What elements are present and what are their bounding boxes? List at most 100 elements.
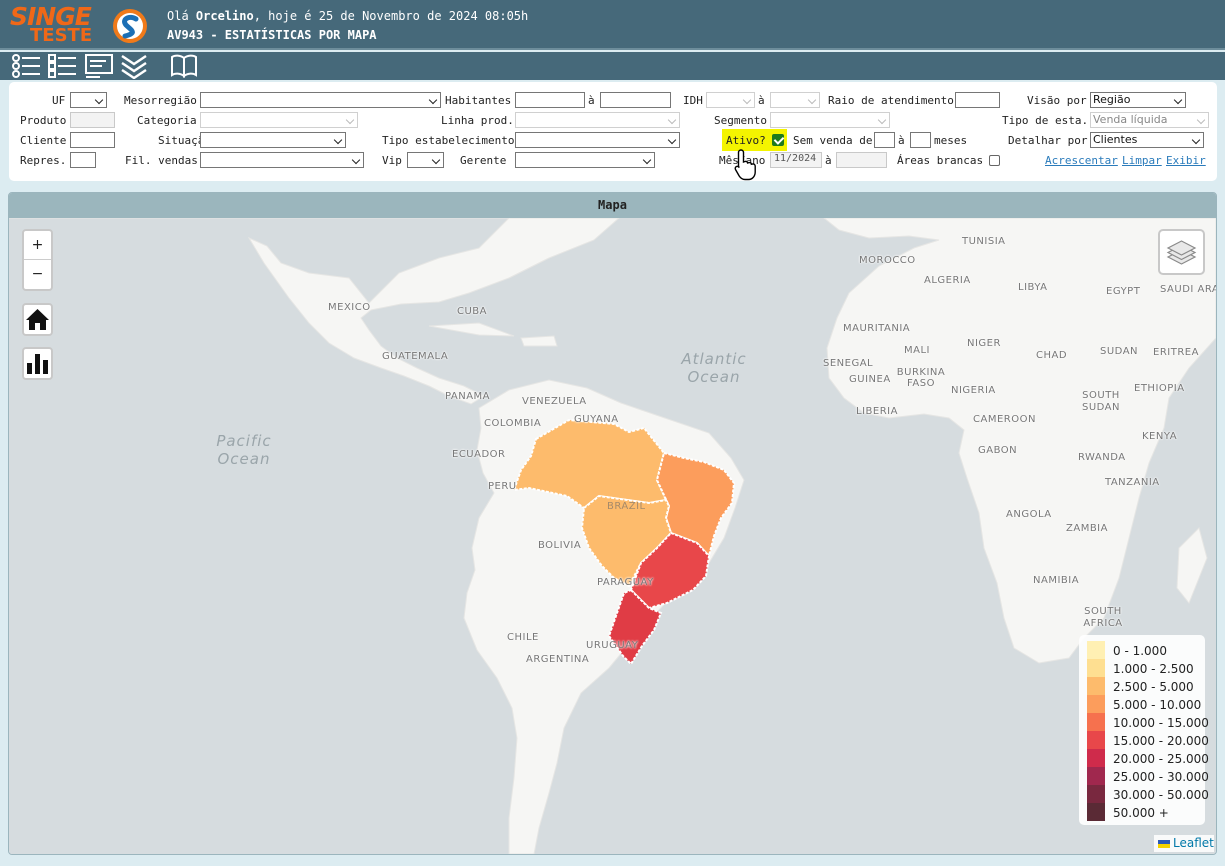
ativo-checkbox[interactable] — [772, 134, 784, 146]
legend-row: 1.000 - 2.500 — [1087, 659, 1197, 677]
tipo-estabelecimento-select[interactable] — [515, 132, 680, 148]
habitantes-from-input[interactable] — [515, 92, 585, 108]
linha-prod-select[interactable] — [515, 112, 680, 128]
map-legend: 0 - 1.000 1.000 - 2.500 2.500 - 5.000 5.000… — [1079, 635, 1209, 825]
land-africa — [823, 218, 1216, 664]
situacao-select[interactable] — [200, 132, 346, 148]
areas-brancas-label: Áreas brancas — [897, 154, 984, 167]
legend-label: 0 - 1.000 — [1113, 644, 1167, 658]
legend-row: 15.000 - 20.000 — [1087, 731, 1209, 749]
legend-row: 50.000 + — [1087, 803, 1197, 821]
place-label: SUDAN — [1100, 346, 1139, 357]
mes-ano-to-input[interactable] — [836, 152, 887, 168]
detalhar-select[interactable]: Clientes — [1090, 132, 1204, 148]
ativo-highlight — [722, 129, 787, 151]
bar-chart-icon — [27, 354, 48, 374]
filter-panel: UF Mesorregião Habitantes à IDH à Raio d… — [9, 82, 1217, 181]
sem-venda-to-input[interactable] — [910, 132, 931, 148]
place-label: EGYPT — [1106, 286, 1141, 297]
cliente-input[interactable] — [70, 132, 115, 148]
land-cuba — [428, 322, 515, 337]
repres-input[interactable] — [70, 152, 96, 168]
habitantes-to-input[interactable] — [600, 92, 671, 108]
zoom-out-button[interactable]: − — [31, 266, 44, 282]
segmento-select[interactable] — [770, 112, 890, 128]
legend-label: 30.000 - 50.000 — [1113, 788, 1209, 802]
legend-label: 50.000 + — [1113, 806, 1169, 820]
uf-select[interactable] — [70, 92, 107, 108]
uf-label: UF — [52, 94, 66, 107]
detalhar-label: Detalhar por — [1008, 134, 1088, 147]
place-label: GABON — [978, 445, 1018, 456]
habitantes-range-sep: à — [588, 94, 595, 107]
place-label: PERU — [488, 481, 517, 492]
leaflet-attribution[interactable]: Leaflet — [1154, 835, 1214, 852]
land-north-america — [9, 218, 620, 405]
map-panel: Mapa Pacific Ocean Atlantic Ocean — [8, 192, 1217, 855]
list-icon[interactable] — [11, 53, 41, 79]
place-label: ERITREA — [1153, 347, 1199, 358]
hand-pointer-icon — [734, 149, 756, 181]
legend-swatch — [1087, 641, 1105, 659]
user-name: Orcelino — [195, 9, 254, 23]
legend-label: 1.000 - 2.500 — [1113, 662, 1194, 676]
fil-vendas-select[interactable] — [200, 152, 364, 168]
idh-from-select[interactable] — [706, 92, 755, 108]
place-label: ANGOLA — [1006, 509, 1052, 520]
place-label: CHAD — [1036, 350, 1068, 361]
land-madagascar — [1176, 527, 1208, 604]
sem-venda-from-input[interactable] — [874, 132, 895, 148]
manual-book-icon[interactable] — [169, 53, 199, 79]
region-sul — [607, 588, 663, 666]
raio-input[interactable] — [955, 92, 1000, 108]
zoom-in-button[interactable]: + — [24, 231, 51, 260]
tipo-esta-select[interactable]: Venda líquida — [1090, 112, 1209, 128]
categoria-select[interactable] — [200, 112, 358, 128]
acrescentar-link[interactable]: Acrescentar — [1045, 154, 1118, 167]
place-label: PARAGUAY — [597, 577, 654, 588]
place-label: MAURITANIA — [843, 323, 911, 334]
place-label: COLOMBIA — [484, 418, 542, 429]
place-label: NIGER — [967, 338, 1001, 349]
limpar-link[interactable]: Limpar — [1122, 154, 1162, 167]
place-label: NIGERIA — [951, 385, 996, 396]
region-norte — [512, 418, 668, 510]
gerente-select[interactable] — [515, 152, 655, 168]
legend-label: 5.000 - 10.000 — [1113, 698, 1202, 712]
idh-to-select[interactable] — [770, 92, 820, 108]
place-label: GUYANA — [574, 414, 619, 425]
tipo-esta-label: Tipo de esta. — [1002, 114, 1089, 127]
chart-button[interactable] — [22, 347, 53, 380]
place-label: SOUTH SUDAN — [1081, 390, 1120, 413]
legend-row: 10.000 - 15.000 — [1087, 713, 1209, 731]
report-icon[interactable] — [84, 53, 114, 79]
place-label: SOUTH AFRICA — [1083, 606, 1123, 629]
home-icon — [26, 309, 49, 330]
home-button[interactable] — [22, 303, 53, 336]
map-canvas[interactable]: Pacific Ocean Atlantic Ocean MEXICO CUBA… — [9, 218, 1216, 854]
place-label: MALI — [904, 345, 930, 356]
produto-input[interactable] — [70, 112, 115, 128]
place-label: BURKINA FASO — [896, 367, 946, 389]
zoom-control: + − — [22, 229, 53, 291]
legend-swatch — [1087, 803, 1105, 821]
place-label: CHILE — [507, 632, 539, 643]
visao-select[interactable]: Região — [1090, 92, 1186, 108]
ativo-label: Ativo? — [726, 134, 766, 147]
legend-row: 5.000 - 10.000 — [1087, 695, 1201, 713]
linha-prod-label: Linha prod. — [441, 114, 514, 127]
ukraine-flag-icon — [1158, 839, 1170, 848]
vip-select[interactable] — [407, 152, 444, 168]
legend-row: 2.500 - 5.000 — [1087, 677, 1197, 695]
areas-brancas-checkbox[interactable] — [989, 155, 1000, 166]
visao-label: Visão por — [1027, 94, 1087, 107]
idh-label: IDH — [683, 94, 703, 107]
layers-button[interactable] — [1158, 229, 1205, 275]
collapse-icon[interactable] — [119, 53, 149, 79]
checklist-icon[interactable] — [47, 53, 77, 79]
greeting-text: Olá Orcelino, hoje é 25 de Novembro de 2… — [167, 9, 529, 23]
legend-row: 20.000 - 25.000 — [1087, 749, 1209, 767]
mesorregiao-select[interactable] — [200, 92, 441, 108]
mes-ano-from-input[interactable]: 11/2024 — [770, 152, 822, 168]
exibir-link[interactable]: Exibir — [1166, 154, 1206, 167]
